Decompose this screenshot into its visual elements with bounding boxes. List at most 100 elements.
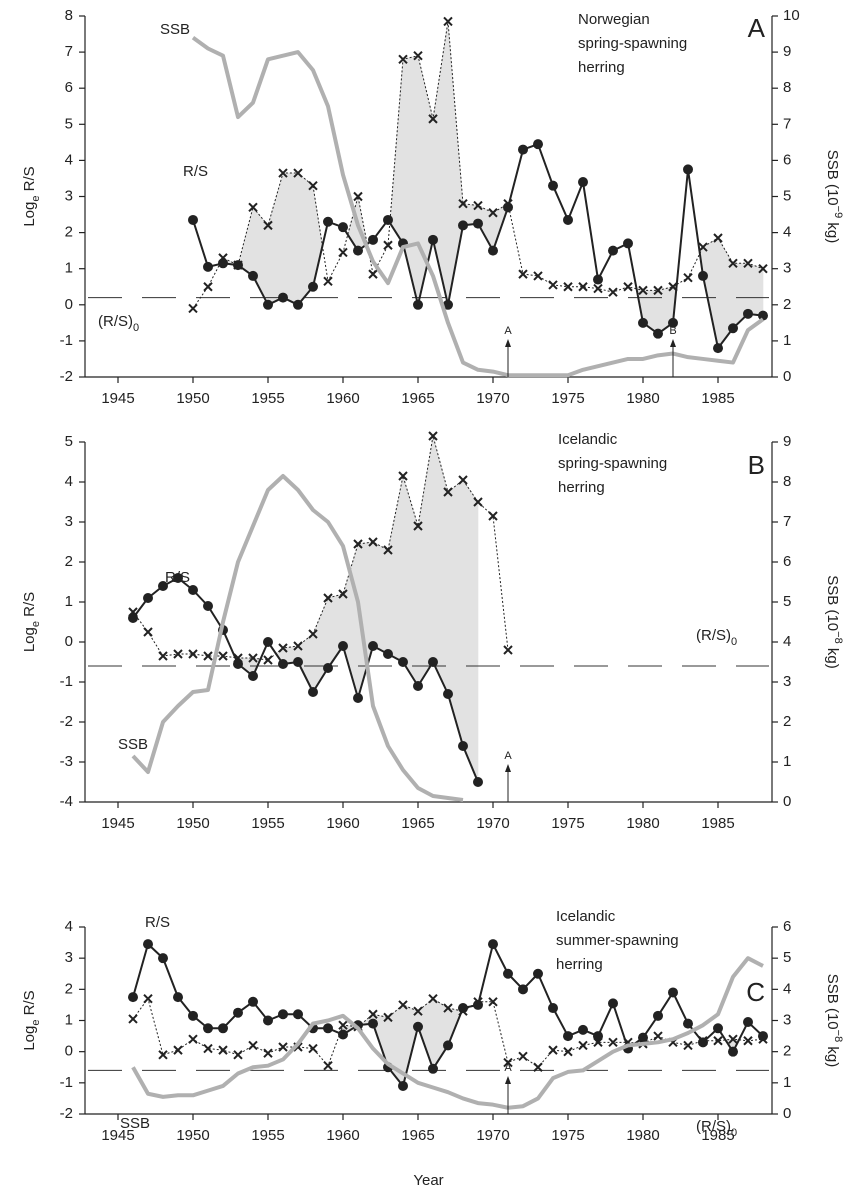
y2-tick-label: 5 bbox=[783, 949, 791, 966]
y-axis-label: Loge R/S bbox=[21, 592, 42, 652]
y2-axis-label-part: SSB (10 bbox=[824, 974, 841, 1030]
reference-label: (R/S)0 bbox=[696, 627, 737, 648]
cross-point bbox=[173, 649, 183, 659]
y-tick-label: 1 bbox=[65, 260, 73, 277]
rs-point bbox=[743, 308, 753, 319]
x-tick-label: 1975 bbox=[551, 1127, 584, 1144]
shaded-area bbox=[387, 475, 404, 663]
y2-tick-label: 10 bbox=[783, 7, 800, 24]
x-tick-label: 1985 bbox=[701, 390, 734, 407]
reference-label: (R/S)0 bbox=[98, 313, 139, 334]
rs-point bbox=[188, 585, 198, 595]
y-axis-label-part: e bbox=[30, 196, 42, 202]
y-tick-label: -2 bbox=[60, 713, 73, 730]
rs-point bbox=[338, 222, 348, 233]
rs-point bbox=[503, 968, 513, 979]
y2-tick-label: 2 bbox=[783, 713, 791, 730]
y-axis-label-part: e bbox=[30, 1020, 42, 1026]
x-tick-label: 1945 bbox=[101, 815, 134, 832]
rs-point bbox=[383, 649, 393, 659]
rs-point bbox=[458, 741, 468, 751]
panel-title: spring-spawning bbox=[558, 455, 667, 472]
cross-point bbox=[323, 1060, 333, 1071]
y2-axis-label-part: −8 bbox=[832, 631, 844, 644]
cross-point bbox=[443, 1003, 453, 1013]
cross-point bbox=[293, 168, 303, 178]
y2-axis-label: SSB (10−9 kg) bbox=[824, 150, 844, 243]
cross-point bbox=[548, 280, 558, 290]
cross-point bbox=[233, 260, 243, 270]
y2-tick-label: 6 bbox=[783, 151, 791, 168]
cross-point bbox=[263, 220, 273, 231]
cross-point bbox=[248, 653, 258, 663]
cross-point bbox=[338, 247, 348, 258]
cross-point bbox=[458, 1006, 468, 1016]
cross-point bbox=[473, 200, 483, 211]
rs-point bbox=[218, 1023, 228, 1034]
cross-point bbox=[473, 997, 483, 1007]
cross-point bbox=[233, 1050, 243, 1060]
cross-point bbox=[533, 271, 543, 281]
cross-point bbox=[473, 497, 483, 507]
x-tick-label: 1980 bbox=[626, 815, 659, 832]
rs-point bbox=[518, 984, 528, 995]
y-tick-label: 0 bbox=[65, 296, 73, 313]
panel-letter: C bbox=[746, 977, 765, 1007]
ssb-line bbox=[191, 36, 765, 378]
cross-point bbox=[128, 1014, 138, 1024]
cross-point bbox=[758, 1034, 768, 1044]
cross-point bbox=[158, 651, 168, 661]
rs-point bbox=[293, 299, 303, 310]
cross-point bbox=[353, 539, 363, 549]
series-label: SSB bbox=[120, 1115, 150, 1132]
rs-point bbox=[488, 245, 498, 256]
cross-point bbox=[413, 521, 423, 531]
y2-tick-label: 3 bbox=[783, 260, 791, 277]
y-tick-label: 1 bbox=[65, 593, 73, 610]
x-tick-label: 1960 bbox=[326, 815, 359, 832]
shaded-area bbox=[432, 21, 449, 305]
reference-label-part: (R/S) bbox=[696, 627, 731, 644]
arrow-label: A bbox=[504, 325, 512, 337]
rs-point bbox=[353, 245, 363, 256]
cross-point bbox=[248, 1040, 258, 1051]
y-tick-label: 1 bbox=[65, 1011, 73, 1028]
shaded-area bbox=[417, 435, 434, 688]
cross-point bbox=[503, 199, 513, 209]
cross-point bbox=[713, 233, 723, 243]
rs-point bbox=[488, 939, 498, 950]
rs-point bbox=[473, 999, 483, 1010]
y2-tick-label: 4 bbox=[783, 633, 791, 650]
x-tick-label: 1950 bbox=[176, 1127, 209, 1144]
x-tick-label: 1985 bbox=[701, 815, 734, 832]
y2-axis-label-part: kg) bbox=[824, 644, 841, 669]
y-tick-label: 3 bbox=[65, 187, 73, 204]
y2-tick-label: 4 bbox=[783, 224, 791, 241]
cross-point bbox=[203, 651, 213, 661]
rs-point bbox=[248, 270, 258, 281]
y2-tick-label: 2 bbox=[783, 1043, 791, 1060]
rs-point bbox=[158, 581, 168, 591]
cross-point bbox=[683, 273, 693, 283]
rs-point bbox=[263, 637, 273, 647]
cross-point bbox=[593, 283, 603, 294]
rs-point bbox=[233, 1007, 243, 1018]
y-tick-label: 4 bbox=[65, 473, 73, 490]
y-tick-label: -4 bbox=[60, 793, 73, 810]
shaded-area bbox=[432, 435, 449, 695]
x-axis-label: Year bbox=[413, 1172, 443, 1189]
cross-point bbox=[518, 1051, 528, 1062]
cross-point bbox=[698, 1036, 708, 1046]
rs-point bbox=[353, 693, 363, 703]
cross-point bbox=[428, 114, 438, 124]
rs-point bbox=[398, 1080, 408, 1091]
cross-point bbox=[713, 1036, 723, 1046]
rs-point bbox=[518, 144, 528, 155]
y-axis-label-part: R/S bbox=[21, 166, 38, 195]
cross-point bbox=[368, 1009, 378, 1019]
rs-point bbox=[323, 663, 333, 673]
cross-point bbox=[173, 1045, 183, 1055]
x-tick-label: 1980 bbox=[626, 390, 659, 407]
rs-point bbox=[413, 681, 423, 691]
y2-tick-label: 5 bbox=[783, 187, 791, 204]
